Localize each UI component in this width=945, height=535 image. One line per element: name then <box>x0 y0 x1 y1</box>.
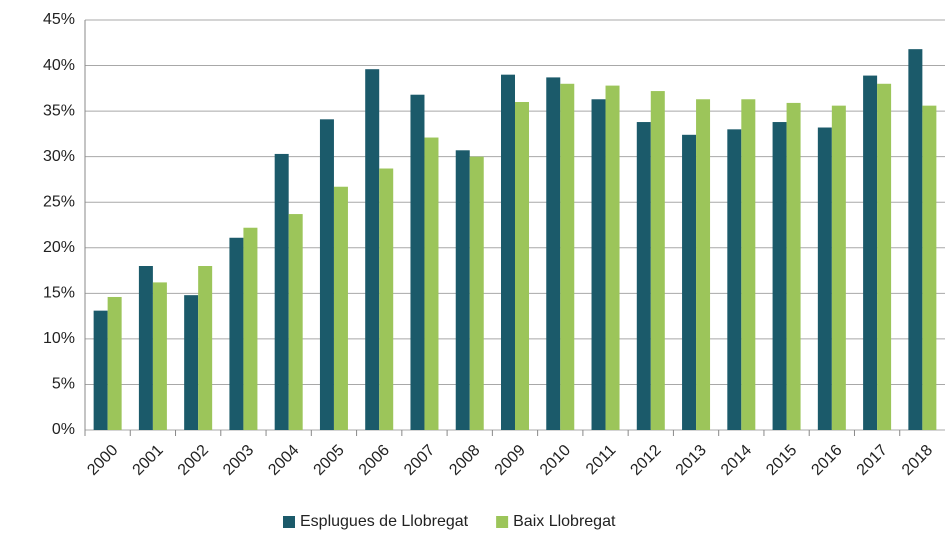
x-tick-label: 2016 <box>808 442 845 479</box>
bar <box>696 99 711 431</box>
x-tick-label: 2018 <box>899 442 936 479</box>
x-tick-label: 2002 <box>175 442 212 479</box>
bar <box>469 156 484 430</box>
x-tick-label: 2006 <box>356 442 393 479</box>
x-tick-label: 2012 <box>627 442 664 479</box>
x-tick-label: 2008 <box>446 442 483 479</box>
x-tick-label: 2004 <box>265 442 302 479</box>
x-tick-label: 2003 <box>220 442 257 479</box>
bar <box>922 105 937 431</box>
bar <box>591 99 606 431</box>
x-tick-label: 2015 <box>763 442 800 479</box>
bar <box>605 85 620 430</box>
bar <box>515 102 529 430</box>
x-tick-label: 2010 <box>537 442 574 479</box>
bar <box>319 119 334 431</box>
y-tick-label: 45% <box>43 11 75 28</box>
bar <box>288 214 303 430</box>
bar <box>184 295 199 430</box>
bar <box>772 122 787 431</box>
bar <box>501 74 515 431</box>
bar <box>152 282 167 430</box>
bar <box>560 83 575 431</box>
x-tick-label: 2011 <box>583 442 619 478</box>
bar <box>455 150 470 431</box>
bar <box>831 105 846 431</box>
bar <box>877 83 892 431</box>
bar <box>546 77 561 431</box>
bar <box>817 127 832 430</box>
x-tick-label: 2005 <box>311 442 348 479</box>
legend-label: Baix Llobregat <box>513 513 616 530</box>
y-tick-label: 20% <box>43 239 75 256</box>
y-tick-label: 5% <box>52 376 75 393</box>
bar <box>229 237 244 430</box>
bar <box>379 168 394 430</box>
bar <box>243 227 258 430</box>
x-tick-label: 2014 <box>718 442 755 479</box>
legend-swatch <box>283 516 295 528</box>
bar <box>650 91 665 431</box>
x-tick-label: 2007 <box>401 442 438 479</box>
y-tick-label: 10% <box>43 330 75 347</box>
bar <box>863 75 878 431</box>
bar <box>365 69 380 430</box>
bar <box>138 266 153 430</box>
y-tick-label: 30% <box>43 148 75 165</box>
x-tick-label: 2017 <box>854 442 891 479</box>
bar <box>410 94 425 430</box>
y-tick-label: 15% <box>43 285 75 302</box>
legend-swatch <box>496 516 509 528</box>
bar <box>786 102 801 431</box>
bar <box>636 122 651 431</box>
bar <box>333 186 348 430</box>
bar <box>908 49 923 431</box>
bar <box>198 266 213 430</box>
bar <box>424 137 439 431</box>
bar <box>107 296 122 430</box>
x-tick-label: 2001 <box>130 442 167 479</box>
y-tick-label: 25% <box>43 193 75 210</box>
y-tick-label: 40% <box>43 57 75 74</box>
bar <box>741 99 756 431</box>
bar <box>727 129 742 431</box>
y-tick-label: 35% <box>43 102 75 119</box>
bar <box>274 153 289 430</box>
bar <box>93 310 108 430</box>
legend-label: Esplugues de Llobregat <box>300 513 469 530</box>
y-tick-label: 0% <box>52 421 75 438</box>
x-tick-label: 2000 <box>84 442 121 479</box>
bar <box>682 134 697 431</box>
x-tick-label: 2013 <box>673 442 710 479</box>
x-tick-label: 2009 <box>492 442 529 479</box>
